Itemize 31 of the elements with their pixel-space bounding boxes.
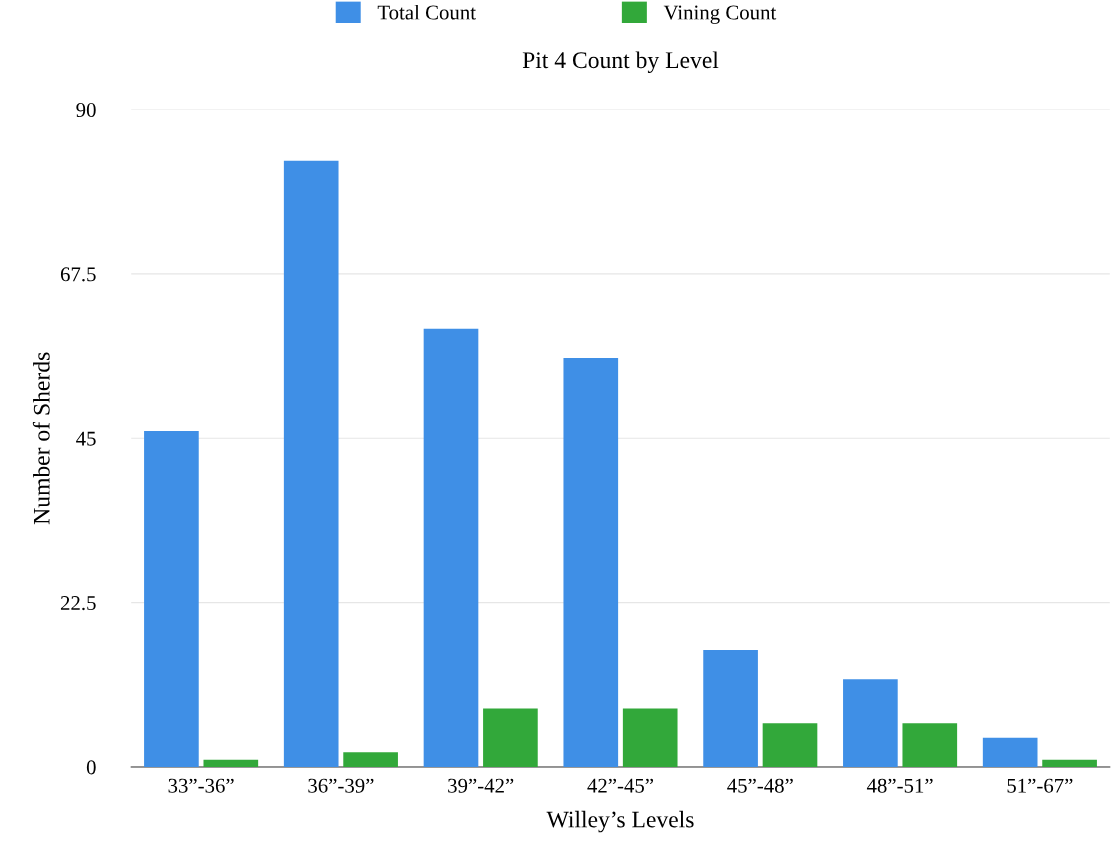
x-tick-label: 39”-42” <box>448 778 514 793</box>
legend-label: Total Count <box>377 4 476 20</box>
y-tick-label: 0 <box>86 760 96 775</box>
bar <box>203 759 259 767</box>
y-tick-label: 45 <box>76 431 96 446</box>
bar <box>1042 759 1097 767</box>
x-tick-label: 33”-36” <box>168 778 234 793</box>
y-tick-label: 22.5 <box>60 596 96 611</box>
bar <box>703 650 758 767</box>
bar <box>483 708 538 767</box>
y-tick-label: 90 <box>76 102 96 117</box>
bar <box>843 679 898 767</box>
y-tick-label: 67.5 <box>60 267 96 282</box>
x-tick-label: 45”-48” <box>727 778 793 793</box>
bar <box>423 328 479 767</box>
x-tick-label: 36”-39” <box>308 778 374 793</box>
bar <box>144 430 199 767</box>
x-axis-title: Willey’s Levels <box>546 810 694 833</box>
bar <box>563 357 619 767</box>
x-tick-label: 51”-67” <box>1007 778 1073 793</box>
bar <box>283 160 339 767</box>
bar <box>622 708 678 767</box>
y-axis-title: Number of Sherds <box>32 352 50 525</box>
x-tick-label: 48”-51” <box>866 778 933 793</box>
bar <box>762 723 818 767</box>
bar <box>982 737 1038 767</box>
bar <box>902 723 958 767</box>
legend-label: Vining Count <box>663 5 777 24</box>
bar <box>343 752 398 767</box>
chart-title: Pit 4 Count by Level <box>522 51 719 73</box>
x-tick-label: 42”-45” <box>587 778 654 793</box>
